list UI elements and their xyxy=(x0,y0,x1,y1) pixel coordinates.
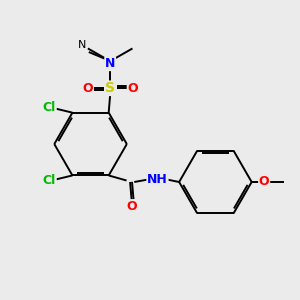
Text: Cl: Cl xyxy=(43,174,56,187)
Text: S: S xyxy=(105,81,115,95)
Text: N: N xyxy=(105,57,116,70)
Text: NH: NH xyxy=(147,172,168,185)
Text: O: O xyxy=(128,82,138,95)
Text: O: O xyxy=(259,176,269,188)
Text: O: O xyxy=(82,82,93,95)
Text: O: O xyxy=(126,200,137,213)
Text: Cl: Cl xyxy=(43,101,56,114)
Text: N: N xyxy=(78,40,86,50)
